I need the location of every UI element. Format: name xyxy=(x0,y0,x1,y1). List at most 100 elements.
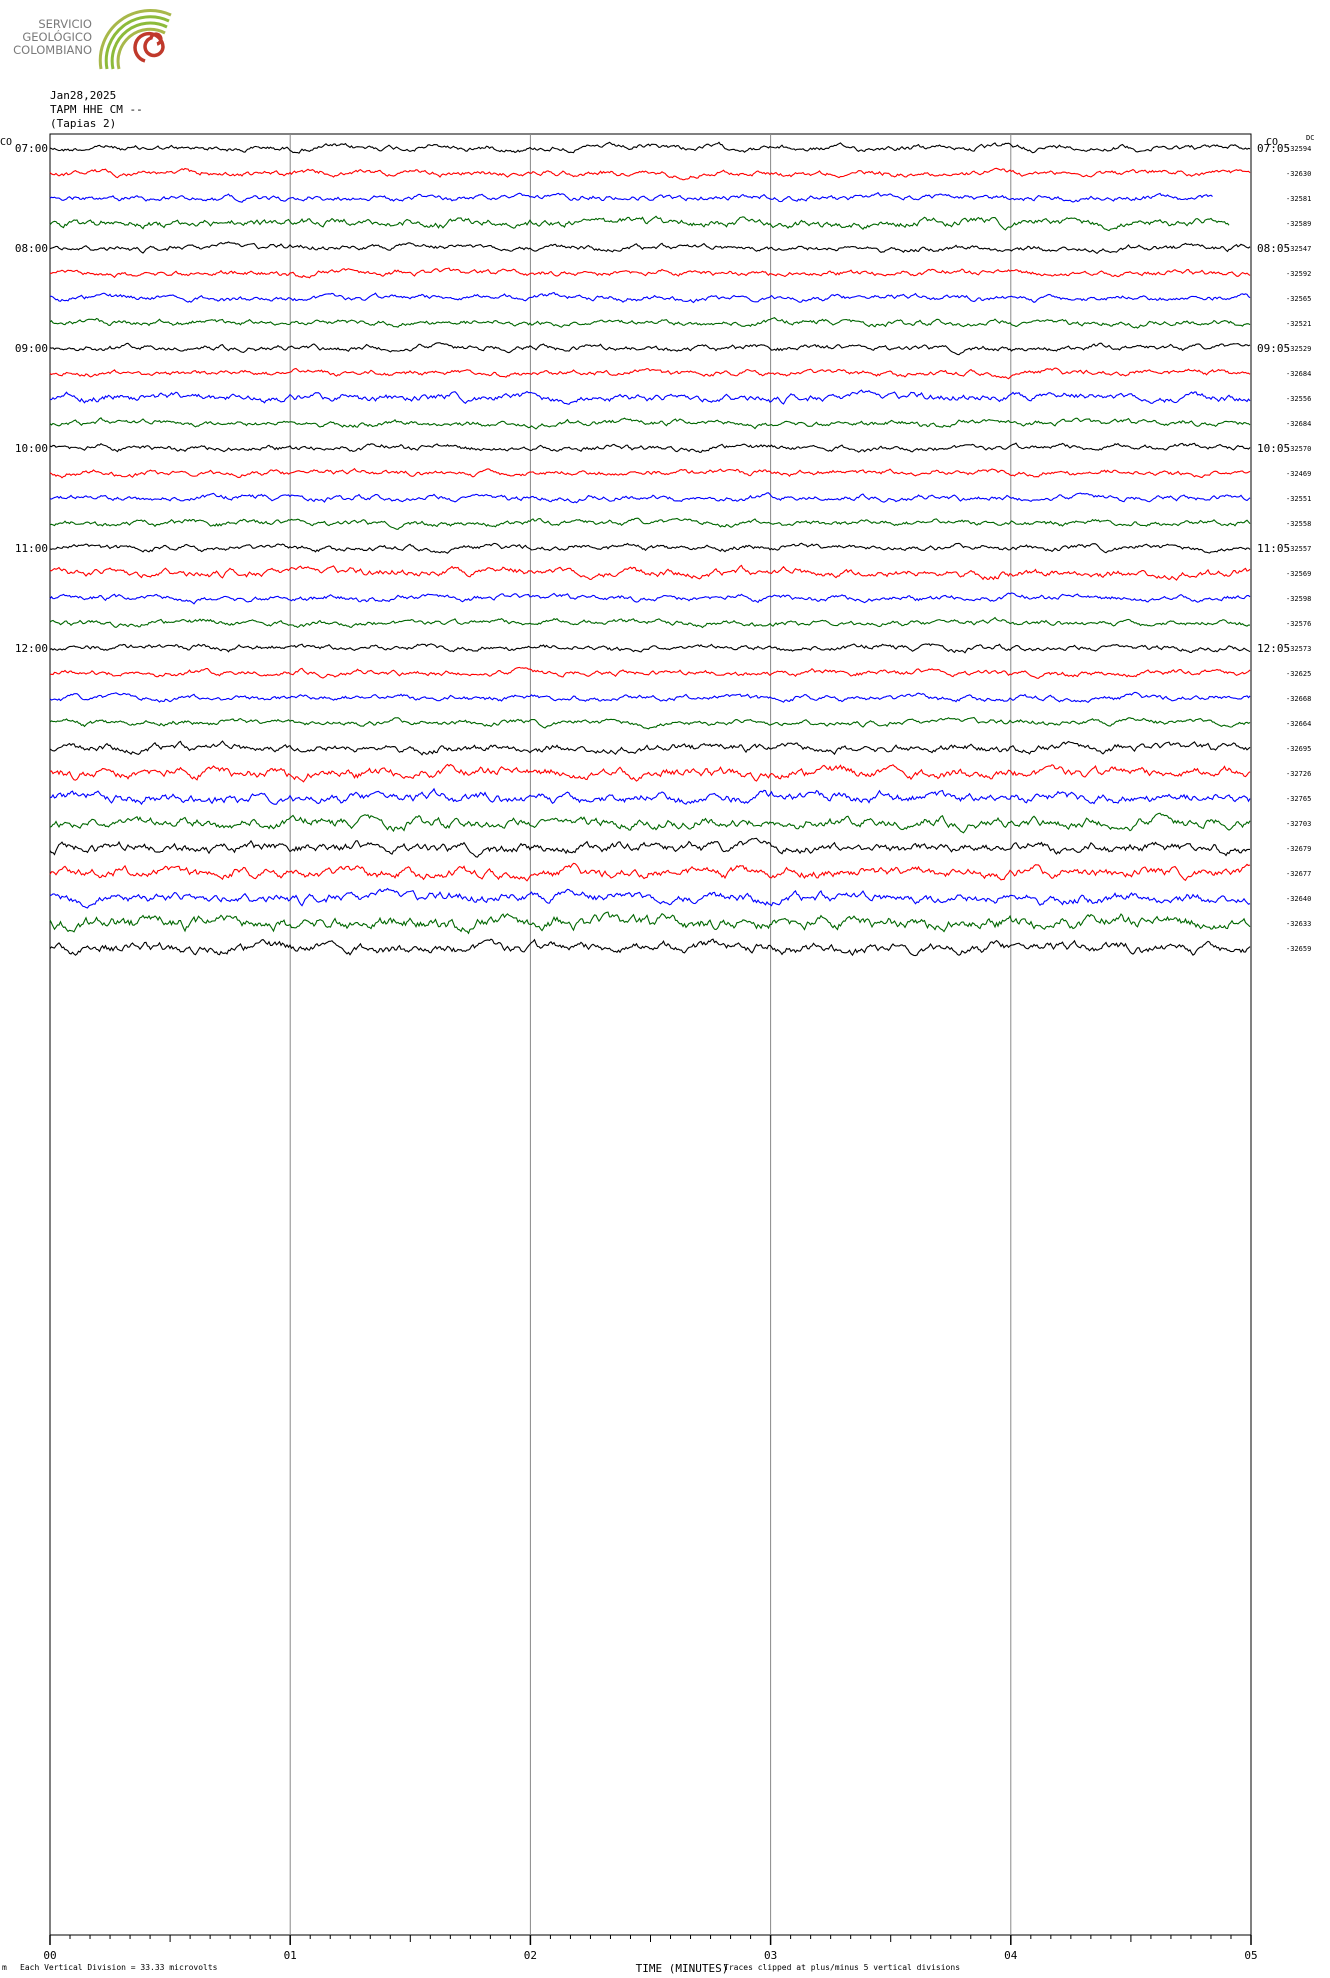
seismic-trace xyxy=(49,666,1251,679)
seismic-trace xyxy=(49,267,1251,279)
hour-label-left: 10:00 xyxy=(15,442,48,455)
dc-offset-label: -32664 xyxy=(1286,720,1311,728)
hour-label-left: 11:00 xyxy=(15,542,48,555)
dc-offset-label: -32684 xyxy=(1286,370,1311,378)
dc-offset-label: -32521 xyxy=(1286,320,1311,328)
hour-label-right: 10:05 xyxy=(1257,442,1290,455)
dc-offset-label: -32679 xyxy=(1286,845,1311,853)
seismic-trace xyxy=(49,191,1213,203)
x-tick-label: 00 xyxy=(43,1949,56,1962)
dc-offset-label: -32529 xyxy=(1286,345,1311,353)
dc-offset-label: -32633 xyxy=(1286,920,1311,928)
seismic-trace xyxy=(49,215,1230,232)
x-tick-label: 02 xyxy=(524,1949,537,1962)
logo-line-3: COLOMBIANO xyxy=(13,43,92,57)
seismic-trace xyxy=(49,492,1251,504)
dc-offset-label: -32695 xyxy=(1286,745,1311,753)
seismic-trace xyxy=(49,787,1251,806)
seismic-trace xyxy=(49,812,1251,834)
dc-offset-label: -32581 xyxy=(1286,195,1311,203)
logo-line-1: SERVICIO xyxy=(38,17,92,31)
seismic-trace xyxy=(49,691,1251,703)
dc-offset-label: -32592 xyxy=(1286,270,1311,278)
seismic-trace xyxy=(49,517,1251,530)
dc-offset-label: -32677 xyxy=(1286,870,1311,878)
dc-offset-label: -32625 xyxy=(1286,670,1311,678)
hour-label-right: 11:05 xyxy=(1257,542,1290,555)
seismic-trace xyxy=(49,837,1251,858)
seismic-trace xyxy=(49,763,1251,783)
header-site: (Tapias 2) xyxy=(50,117,117,130)
seismic-trace xyxy=(49,442,1251,453)
logo-text: SERVICIO GEOLÓGICO COLOMBIANO xyxy=(0,18,92,57)
seismic-trace xyxy=(49,342,1251,356)
dc-offset-label: -32570 xyxy=(1286,445,1311,453)
corner-label-left: CO xyxy=(0,137,12,148)
dc-offset-label: -32565 xyxy=(1286,295,1311,303)
dc-offset-label: -32569 xyxy=(1286,570,1311,578)
dc-offset-label: -32659 xyxy=(1286,945,1311,953)
header-station: TAPM HHE CM -- xyxy=(50,103,143,116)
seismic-trace xyxy=(49,467,1251,479)
hour-label-right: 07:05 xyxy=(1257,142,1290,155)
seismic-trace xyxy=(49,241,1251,255)
x-tick-label: 01 xyxy=(284,1949,297,1962)
logo-line-2: GEOLÓGICO xyxy=(22,30,92,44)
seismic-trace xyxy=(49,141,1251,154)
seismic-trace xyxy=(49,740,1251,756)
seismic-trace xyxy=(49,417,1251,430)
x-tick-label: 05 xyxy=(1244,1949,1257,1962)
dc-offset-label: -32469 xyxy=(1286,470,1311,478)
seismic-trace xyxy=(49,389,1251,405)
seismic-trace xyxy=(49,317,1251,329)
scale-note: Each Vertical Division = 33.33 microvolt… xyxy=(20,1963,218,1972)
seismic-trace xyxy=(49,716,1251,730)
seismic-trace xyxy=(49,862,1251,882)
seismic-trace xyxy=(49,643,1251,654)
hour-label-left: 12:00 xyxy=(15,642,48,655)
clip-note: Traces clipped at plus/minus 5 vertical … xyxy=(724,1963,961,1972)
hour-label-left: 07:00 xyxy=(15,142,48,155)
dc-offset-label: -32573 xyxy=(1286,645,1311,653)
dc-offset-label: -32684 xyxy=(1286,420,1311,428)
dc-offset-label: -32558 xyxy=(1286,520,1311,528)
seismic-trace xyxy=(49,542,1251,554)
dc-offset-label: -32765 xyxy=(1286,795,1311,803)
hour-label-right: 08:05 xyxy=(1257,242,1290,255)
seismic-trace xyxy=(49,592,1251,605)
seismic-trace xyxy=(49,167,1251,181)
dc-offset-label: -32576 xyxy=(1286,620,1311,628)
seismic-trace xyxy=(49,938,1251,957)
dc-offset-label: -32557 xyxy=(1286,545,1311,553)
dc-offset-label: -32598 xyxy=(1286,595,1311,603)
hour-label-right: 09:05 xyxy=(1257,342,1290,355)
plot-frame xyxy=(49,133,1252,1936)
seismic-trace xyxy=(49,616,1251,629)
dc-offset-label: -32640 xyxy=(1286,895,1311,903)
dc-offset-label: -32668 xyxy=(1286,695,1311,703)
dc-offset-label: -32726 xyxy=(1286,770,1311,778)
seismic-trace xyxy=(49,564,1251,581)
sgc-logo-icon xyxy=(98,9,172,70)
dc-offset-label: -32703 xyxy=(1286,820,1311,828)
hour-label-left: 09:00 xyxy=(15,342,48,355)
seismic-trace xyxy=(49,367,1251,380)
seismic-trace xyxy=(49,887,1251,909)
dc-offset-label: -32589 xyxy=(1286,220,1311,228)
seismic-trace xyxy=(49,911,1251,935)
dc-offset-label: -32551 xyxy=(1286,495,1311,503)
dc-offset-label: -32547 xyxy=(1286,245,1311,253)
dc-offset-label: -32630 xyxy=(1286,170,1311,178)
x-axis-label: TIME (MINUTES) xyxy=(636,1962,729,1975)
header-date: Jan28,2025 xyxy=(50,89,117,102)
corner-label-right: CO xyxy=(1266,137,1278,148)
hour-label-right: 12:05 xyxy=(1257,642,1290,655)
seismic-trace xyxy=(49,291,1251,304)
x-tick-label: 04 xyxy=(1004,1949,1018,1962)
dc-offset-label: -32556 xyxy=(1286,395,1311,403)
dc-offset-label: -32594 xyxy=(1286,145,1311,153)
corner-mark: m xyxy=(2,1963,7,1972)
dc-column-header: DC xyxy=(1306,134,1314,142)
x-tick-label: 03 xyxy=(764,1949,777,1962)
